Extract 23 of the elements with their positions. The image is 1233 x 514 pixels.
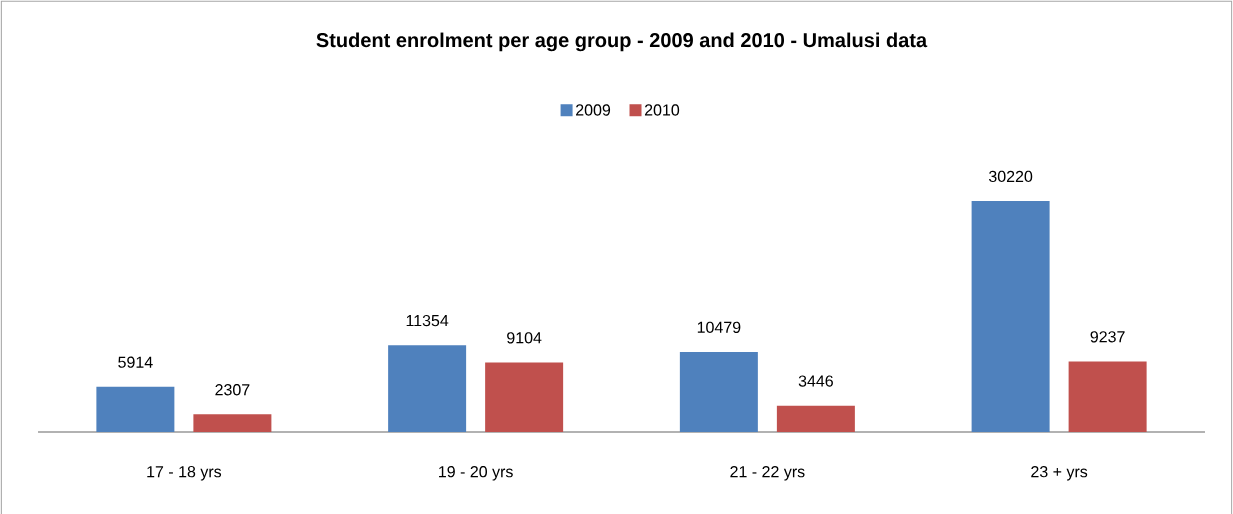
bar: [96, 386, 175, 432]
legend-label: 2009: [576, 104, 611, 116]
bar: [971, 200, 1050, 432]
bar: [1068, 361, 1147, 432]
x-tick-label: 19 - 20 yrs: [439, 466, 513, 481]
data-label: 9237: [1090, 331, 1125, 343]
data-label: 3446: [798, 375, 833, 387]
data-label: 30220: [988, 170, 1033, 183]
x-tick-label: 17 - 18 yrs: [147, 466, 222, 481]
data-label: 2307: [215, 384, 250, 396]
bar: [485, 362, 564, 432]
x-tick-label: 21 - 22 yrs: [730, 466, 805, 481]
data-label: 9104: [507, 332, 542, 344]
legend-label: 2010: [644, 104, 680, 116]
data-label: 11354: [406, 314, 449, 327]
bar: [388, 345, 467, 432]
chart-title: Student enrolment per age group - 2009 and 2010 - Umalusi data: [316, 32, 928, 52]
bar: [193, 414, 272, 432]
data-label: 5914: [118, 356, 153, 368]
bar: [776, 405, 855, 432]
data-label: 10479: [697, 321, 741, 333]
x-tick-label: 23 + yrs: [1031, 466, 1088, 481]
bar: [679, 351, 758, 432]
